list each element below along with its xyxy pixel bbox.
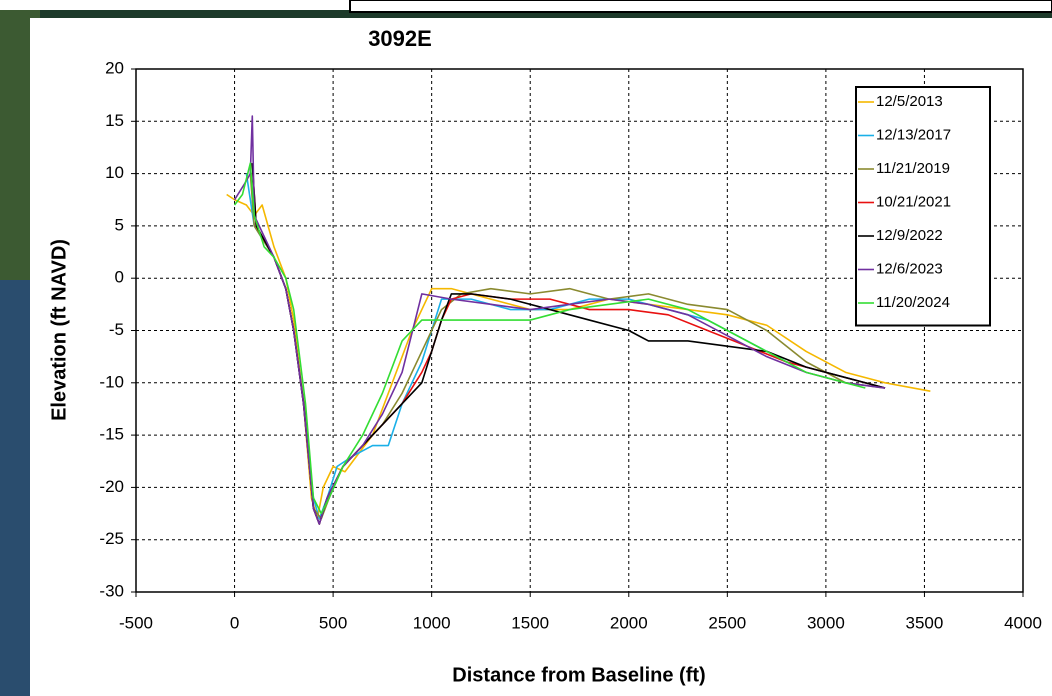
x-tick-label: 0 — [230, 613, 239, 632]
y-tick-label: 15 — [105, 111, 124, 130]
y-tick-label: 10 — [105, 163, 124, 182]
legend-label: 11/21/2019 — [876, 160, 950, 177]
legend-label: 12/5/2013 — [876, 93, 943, 110]
y-axis-label: Elevation (ft NAVD) — [48, 239, 70, 421]
legend-label: 12/6/2023 — [876, 260, 943, 277]
y-tick-label: -30 — [99, 581, 124, 600]
legend-label: 12/13/2017 — [876, 126, 951, 143]
y-tick-label: -15 — [99, 425, 124, 444]
x-axis-label: Distance from Baseline (ft) — [452, 664, 705, 686]
x-tick-label: 2500 — [708, 613, 746, 632]
legend-label: 11/20/2024 — [876, 294, 950, 311]
top-frame — [349, 0, 1052, 13]
x-tick-label: 3000 — [807, 613, 845, 632]
x-tick-label: 1500 — [511, 613, 549, 632]
y-tick-label: -5 — [109, 320, 124, 339]
y-tick-label: 5 — [115, 215, 124, 234]
x-tick-label: 3500 — [906, 613, 944, 632]
legend-box — [855, 86, 991, 327]
series-line — [233, 115, 886, 525]
x-tick-label: -500 — [119, 613, 153, 632]
x-tick-label: 500 — [319, 613, 347, 632]
y-tick-label: -25 — [99, 529, 124, 548]
y-tick-label: 20 — [105, 58, 124, 77]
legend-label: 10/21/2021 — [876, 193, 951, 210]
y-tick-label: 0 — [115, 268, 124, 287]
plot-frame — [135, 68, 1024, 593]
x-tick-label: 4000 — [1004, 613, 1042, 632]
chart-title: 3092E — [368, 26, 432, 51]
series-line — [226, 193, 931, 520]
y-tick-label: -10 — [99, 372, 124, 391]
x-tick-label: 1000 — [413, 613, 451, 632]
series-line — [233, 162, 866, 515]
y-tick-label: -20 — [99, 477, 124, 496]
legend-label: 12/9/2022 — [876, 227, 943, 244]
x-tick-label: 2000 — [610, 613, 648, 632]
